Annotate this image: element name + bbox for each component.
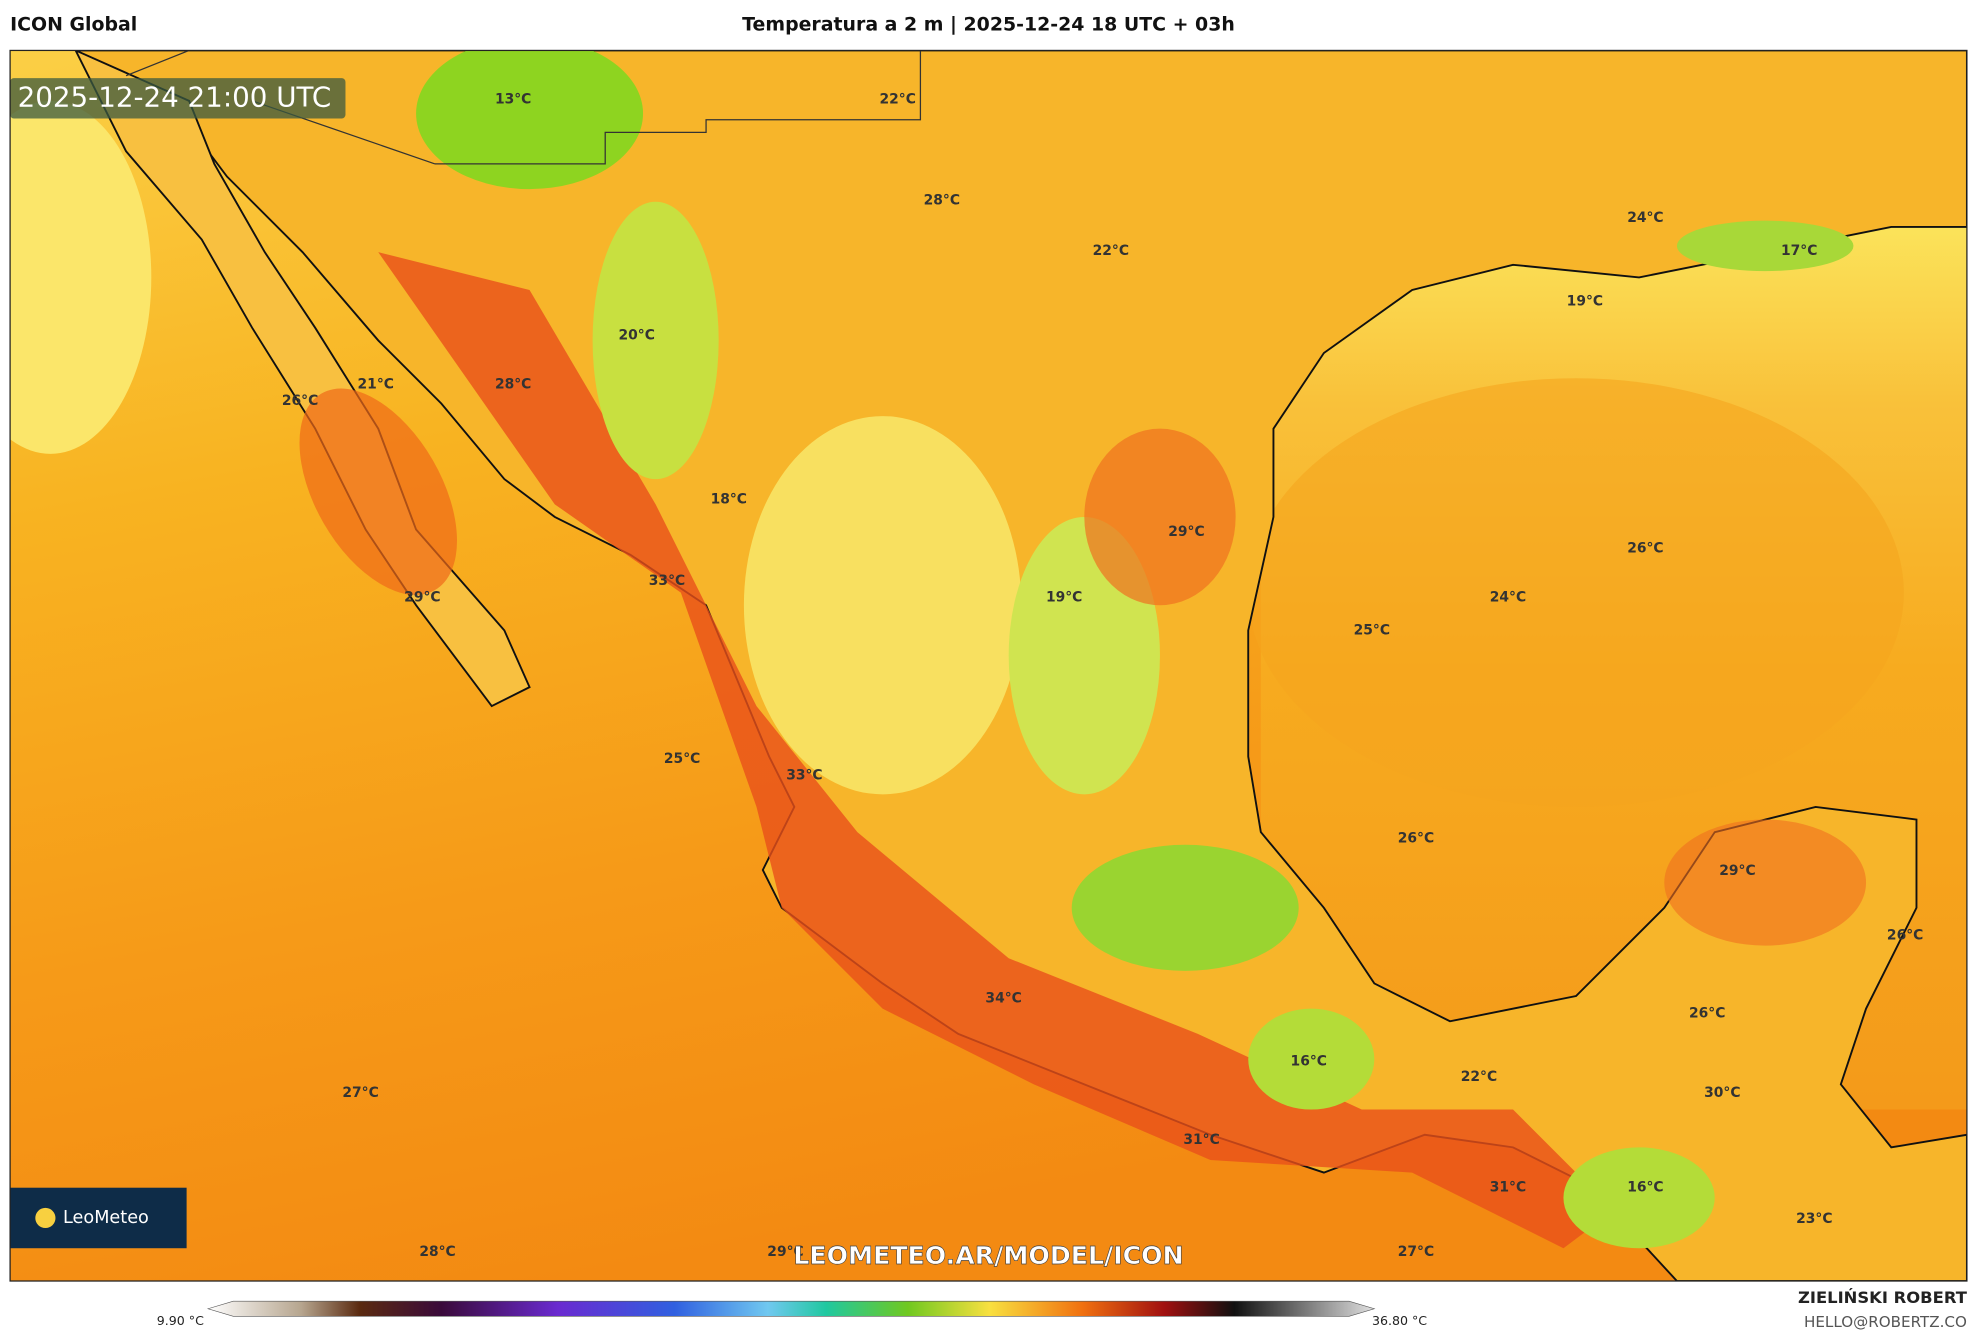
temperature-label: 22°C: [880, 92, 916, 108]
gulf-warm: [1248, 378, 1904, 807]
cold-area: [416, 50, 643, 190]
warm-area: [299, 388, 457, 595]
temperature-label: 29°C: [1168, 524, 1204, 540]
colorbar-min: 9.90 °C: [157, 1313, 204, 1328]
temperature-label: 20°C: [619, 327, 655, 343]
temperature-label: 25°C: [1354, 622, 1390, 638]
temperature-label: 27°C: [342, 1085, 378, 1101]
time-box: [10, 78, 346, 119]
temperature-label: 17°C: [1781, 243, 1817, 259]
map-title: Temperatura a 2 m | 2025-12-24 18 UTC + …: [742, 14, 1235, 36]
temperature-label: 28°C: [419, 1244, 455, 1260]
temperature-label: 26°C: [1398, 830, 1434, 846]
warm-area: [1084, 428, 1236, 606]
temperature-label: 29°C: [1719, 863, 1755, 879]
map-area: 2025-12-24 21:00 UTC 13°C 22°C 28°C 22°C 24°…: [10, 50, 1967, 1282]
temperature-label: 29°C: [404, 590, 440, 606]
cool-sea: [10, 100, 152, 454]
author: ZIELIŃSKI ROBERT: [1798, 1288, 1968, 1307]
logo-text: LeoMeteo: [63, 1208, 149, 1228]
temperature-label: 13°C: [495, 92, 531, 108]
cold-area: [592, 201, 719, 480]
warm-area: [1664, 819, 1867, 946]
hot-coast: [378, 252, 1614, 1249]
cold-area: [1071, 844, 1299, 971]
temperature-label: 22°C: [1461, 1069, 1497, 1085]
watermark: LEOMETEO.AR/MODEL/ICON: [793, 1241, 1183, 1270]
temperature-label: 16°C: [1627, 1180, 1663, 1196]
colorbar-ramp: [206, 1300, 1376, 1317]
temperature-label: 19°C: [1567, 293, 1603, 309]
cold-area: [1248, 1008, 1375, 1110]
map-frame: [9, 49, 1968, 1282]
email: HELLO@ROBERTZ.CO: [1804, 1313, 1967, 1331]
cool-plateau: [743, 416, 1022, 795]
temperature-label: 31°C: [1183, 1132, 1219, 1148]
temperature-label: 22°C: [1093, 243, 1129, 259]
temperature-label: 21°C: [358, 377, 394, 393]
temperature-label: 26°C: [1887, 928, 1923, 944]
temperature-label: 18°C: [711, 491, 747, 507]
temperature-label: 24°C: [1490, 590, 1526, 606]
colorbar-max: 36.80 °C: [1372, 1313, 1427, 1328]
logo-sun: [35, 1207, 56, 1229]
temperature-label: 33°C: [649, 573, 685, 589]
map-labels: 13°C 22°C 28°C 22°C 24°C 17°C 19°C 20°C 21°C 26°C…: [282, 92, 1923, 1260]
temperature-label: 33°C: [786, 767, 822, 783]
model-name: ICON Global: [10, 14, 137, 36]
cold-area: [1676, 220, 1854, 272]
temperature-label: 26°C: [1689, 1006, 1725, 1022]
temperature-label: 19°C: [1046, 590, 1082, 606]
temperature-label: 26°C: [282, 393, 318, 409]
cold-area: [1563, 1147, 1715, 1249]
colorbar: [206, 1300, 1376, 1317]
border: [434, 50, 922, 165]
temperature-label: 28°C: [495, 377, 531, 393]
temperature-label: 16°C: [1291, 1054, 1327, 1070]
temperature-label: 31°C: [1490, 1180, 1526, 1196]
valid-time: 2025-12-24 21:00 UTC: [18, 80, 332, 113]
temperature-label: 28°C: [924, 192, 960, 208]
temperature-label: 25°C: [664, 751, 700, 767]
temperature-label: 29°C: [767, 1244, 803, 1260]
temperature-label: 23°C: [1796, 1211, 1832, 1227]
temperature-label: 27°C: [1398, 1244, 1434, 1260]
temperature-label: 30°C: [1704, 1085, 1740, 1101]
temperature-label: 34°C: [985, 991, 1021, 1007]
temperature-label: 26°C: [1627, 540, 1663, 556]
temperature-label: 24°C: [1627, 210, 1663, 226]
